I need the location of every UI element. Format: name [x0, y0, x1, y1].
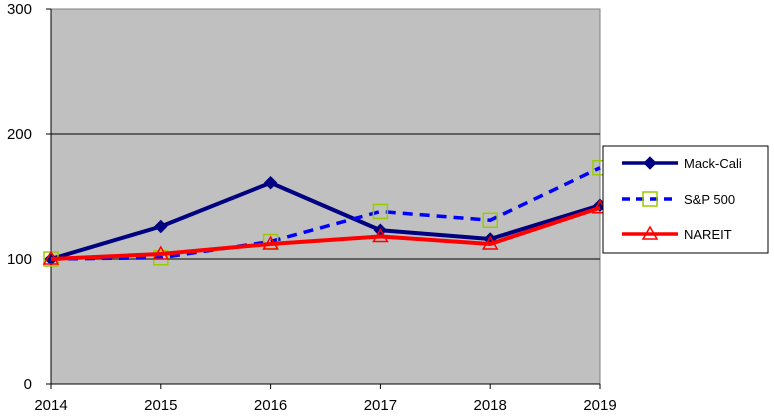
- legend: Mack-Cali S&P 500 NAREIT: [602, 145, 769, 254]
- legend-marker: [642, 191, 658, 207]
- series-nareit: [42, 199, 609, 265]
- y-tick-label: 0: [24, 376, 32, 393]
- data-point: [372, 203, 389, 220]
- legend-marker: [643, 156, 657, 170]
- data-point: [372, 228, 389, 243]
- legend-marker: [641, 225, 659, 240]
- data-point: [482, 212, 498, 228]
- x-tick-label: 2016: [254, 397, 287, 414]
- series-line: [50, 205, 601, 261]
- plot-area: [50, 8, 601, 385]
- x-tick-label: 2015: [144, 397, 177, 414]
- data-point: [42, 250, 60, 265]
- x-tick-label: 2014: [34, 397, 67, 414]
- data-point: [263, 176, 278, 190]
- legend-label: NAREIT: [684, 227, 732, 242]
- data-point: [262, 235, 279, 250]
- y-tick-label: 200: [7, 126, 32, 143]
- x-tick-label: 2018: [474, 397, 507, 414]
- data-point: [481, 235, 499, 250]
- series-line: [50, 180, 601, 261]
- legend-label: S&P 500: [684, 192, 735, 207]
- data-point: [154, 219, 168, 234]
- x-tick-label: 2017: [364, 397, 397, 414]
- data-point: [152, 245, 170, 260]
- legend-label: Mack-Cali: [684, 156, 742, 171]
- x-tick-label: 2019: [583, 397, 616, 414]
- y-tick-label: 100: [7, 251, 32, 268]
- series-line: [50, 166, 601, 261]
- y-tick-label: 300: [7, 1, 32, 18]
